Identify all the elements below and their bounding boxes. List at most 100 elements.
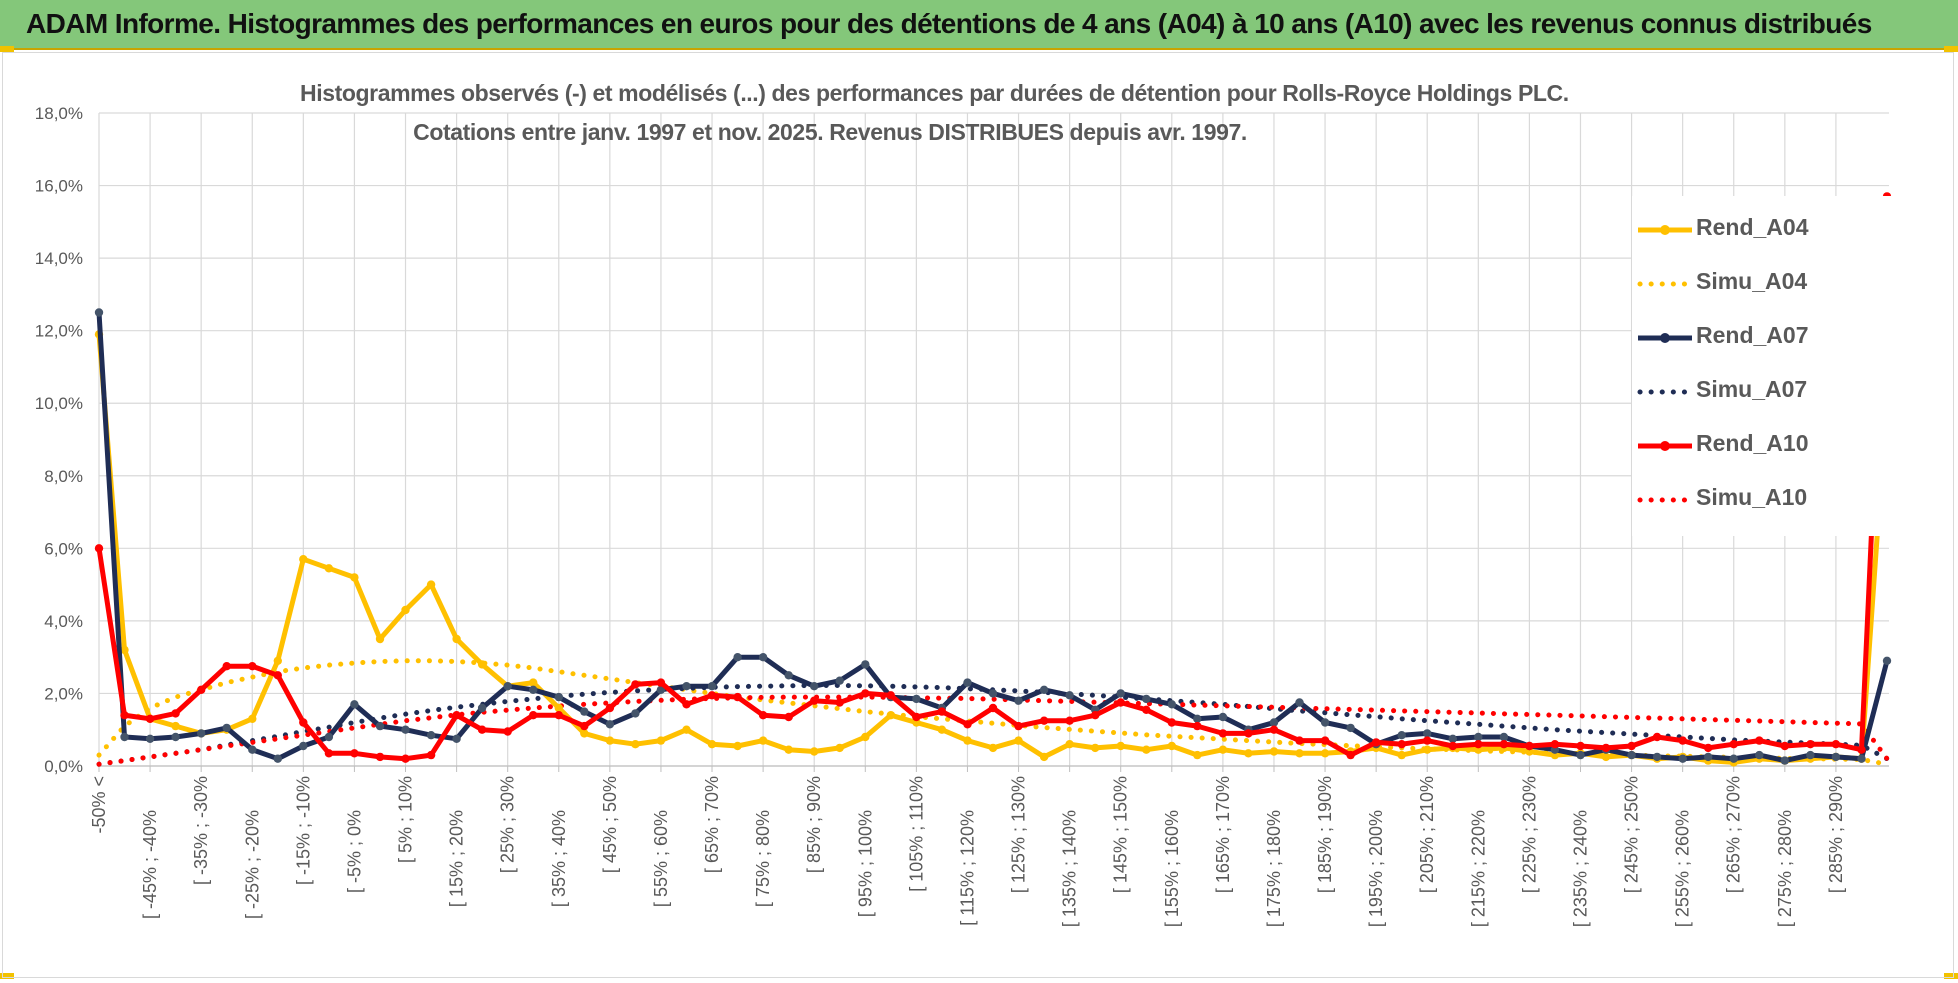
series-point-rend-a10 bbox=[1806, 740, 1815, 749]
series-point-rend-a04 bbox=[554, 703, 563, 713]
x-tick-label: [ -15% ; -10% bbox=[293, 776, 313, 885]
x-tick-label: [ 25% ; 30% bbox=[498, 776, 518, 873]
x-tick-label: [ 255% ; 260% bbox=[1673, 810, 1693, 927]
series-point-rend-a04 bbox=[937, 725, 947, 734]
x-tick-label: [ 95% ; 100% bbox=[855, 810, 875, 917]
series-point-rend-a10 bbox=[861, 689, 870, 698]
series-point-rend-a07 bbox=[912, 694, 921, 704]
series-point-rend-a07 bbox=[1831, 752, 1841, 762]
series-point-rend-a10 bbox=[145, 714, 155, 723]
x-tick-label: [ 35% ; 40% bbox=[549, 810, 569, 907]
series-point-rend-a07 bbox=[988, 689, 998, 698]
series-point-rend-a07 bbox=[503, 682, 512, 691]
series-point-rend-a10 bbox=[1448, 741, 1458, 751]
series-point-rend-a07 bbox=[1652, 752, 1662, 762]
series-point-rend-a10 bbox=[1039, 716, 1049, 725]
y-tick-label: 2,0% bbox=[44, 684, 83, 703]
series-point-rend-a04 bbox=[835, 743, 844, 753]
series-point-rend-a10 bbox=[656, 678, 666, 687]
series-point-rend-a07 bbox=[1423, 729, 1432, 738]
series-point-rend-a07 bbox=[1780, 756, 1790, 765]
series-point-rend-a04 bbox=[1320, 749, 1330, 758]
series-point-rend-a07 bbox=[1218, 712, 1228, 722]
series-point-rend-a07 bbox=[758, 653, 768, 662]
series-point-rend-a04 bbox=[963, 736, 972, 745]
legend-swatch-rend-a04 bbox=[1638, 225, 1692, 235]
series-point-rend-a10 bbox=[1678, 736, 1687, 745]
series-point-rend-a07 bbox=[1039, 685, 1049, 694]
x-tick-label: [ 15% ; 20% bbox=[447, 810, 467, 907]
series-point-rend-a10 bbox=[1423, 736, 1432, 745]
series-point-rend-a04 bbox=[1091, 743, 1100, 753]
series-point-rend-a10 bbox=[503, 727, 512, 736]
series-point-rend-a04 bbox=[273, 656, 282, 665]
series-point-rend-a04 bbox=[324, 564, 334, 573]
series-point-rend-a04 bbox=[1295, 749, 1304, 758]
series-point-rend-a07 bbox=[631, 709, 640, 718]
x-tick-label: [ -5% ; 0% bbox=[344, 810, 364, 893]
series-point-rend-a04 bbox=[120, 645, 129, 655]
series-point-rend-a10 bbox=[1525, 741, 1534, 751]
series-point-rend-a04 bbox=[1014, 736, 1023, 745]
series-point-rend-a07 bbox=[1193, 714, 1202, 723]
series-point-rend-a07 bbox=[197, 729, 206, 738]
x-tick-label: [ 175% ; 180% bbox=[1264, 810, 1284, 927]
series-point-rend-a04 bbox=[1601, 752, 1611, 762]
legend-item-rend-a07: Rend_A07 bbox=[1632, 322, 1892, 366]
series-point-rend-a07 bbox=[529, 685, 538, 694]
series-point-rend-a04 bbox=[758, 736, 768, 745]
series-point-rend-a04 bbox=[631, 740, 640, 749]
series-point-rend-a10 bbox=[631, 680, 640, 689]
legend-swatch-simu-a04 bbox=[1637, 281, 1696, 287]
series-point-rend-a10 bbox=[222, 662, 231, 671]
series-point-rend-a04 bbox=[299, 555, 308, 564]
series-point-rend-a04 bbox=[350, 573, 359, 582]
series-point-rend-a07 bbox=[401, 725, 410, 734]
series-point-rend-a10 bbox=[937, 707, 947, 716]
series-point-rend-a10 bbox=[784, 712, 793, 722]
x-tick-label: [ 155% ; 160% bbox=[1162, 810, 1182, 927]
series-point-rend-a04 bbox=[1167, 741, 1177, 751]
legend-item-simu-a04: Simu_A04 bbox=[1632, 268, 1892, 312]
series-point-rend-a04 bbox=[733, 741, 742, 751]
series-point-rend-a04 bbox=[988, 743, 998, 753]
series-point-rend-a04 bbox=[1423, 745, 1432, 754]
series-point-rend-a10 bbox=[1550, 740, 1560, 749]
series-line-rend-a10 bbox=[96, 196, 1890, 762]
series-point-rend-a04 bbox=[452, 634, 461, 644]
chart-title-line-2: Cotations entre janv. 1997 et nov. 2025.… bbox=[413, 119, 1247, 145]
series-point-rend-a04 bbox=[401, 605, 410, 615]
series-point-rend-a04 bbox=[1065, 740, 1074, 749]
series-point-rend-a10 bbox=[758, 711, 768, 720]
series-point-rend-a07 bbox=[1167, 700, 1177, 709]
series-point-rend-a10 bbox=[94, 544, 104, 553]
series-point-rend-a10 bbox=[426, 750, 436, 760]
x-tick-label: -50% < bbox=[89, 776, 109, 834]
series-point-rend-a07 bbox=[1474, 732, 1483, 742]
series-point-rend-a07 bbox=[605, 720, 615, 729]
series-point-rend-a07 bbox=[452, 734, 461, 743]
series-point-rend-a07 bbox=[1576, 750, 1585, 760]
chart-title-line-1: Histogrammes observés (-) et modélisés (… bbox=[300, 80, 1569, 106]
series-point-rend-a10 bbox=[1576, 741, 1585, 751]
series-point-rend-a10 bbox=[299, 718, 308, 727]
legend-label-rend-a07: Rend_A07 bbox=[1696, 322, 1809, 348]
series-point-rend-a07 bbox=[1857, 754, 1866, 763]
series-point-rend-a10 bbox=[963, 720, 972, 729]
series-point-rend-a10 bbox=[1295, 736, 1304, 745]
series-point-rend-a07 bbox=[1346, 723, 1355, 733]
x-tick-label: [ 65% ; 70% bbox=[702, 776, 722, 873]
legend-swatch-rend-a07 bbox=[1638, 333, 1692, 343]
series-point-rend-a07 bbox=[94, 308, 104, 317]
series-point-rend-a07 bbox=[375, 721, 385, 731]
series-point-rend-a04 bbox=[426, 580, 436, 589]
series-point-rend-a10 bbox=[682, 700, 691, 709]
legend-label-rend-a10: Rend_A10 bbox=[1696, 430, 1809, 456]
y-tick-label: 14,0% bbox=[35, 249, 83, 268]
corner-mark-top-right bbox=[1944, 46, 1958, 52]
x-tick-label: [ 145% ; 150% bbox=[1111, 776, 1131, 893]
series-point-rend-a04 bbox=[477, 660, 487, 669]
series-point-rend-a04 bbox=[1193, 750, 1202, 760]
series-point-rend-a04 bbox=[1269, 747, 1279, 756]
series-point-rend-a04 bbox=[1218, 745, 1228, 754]
